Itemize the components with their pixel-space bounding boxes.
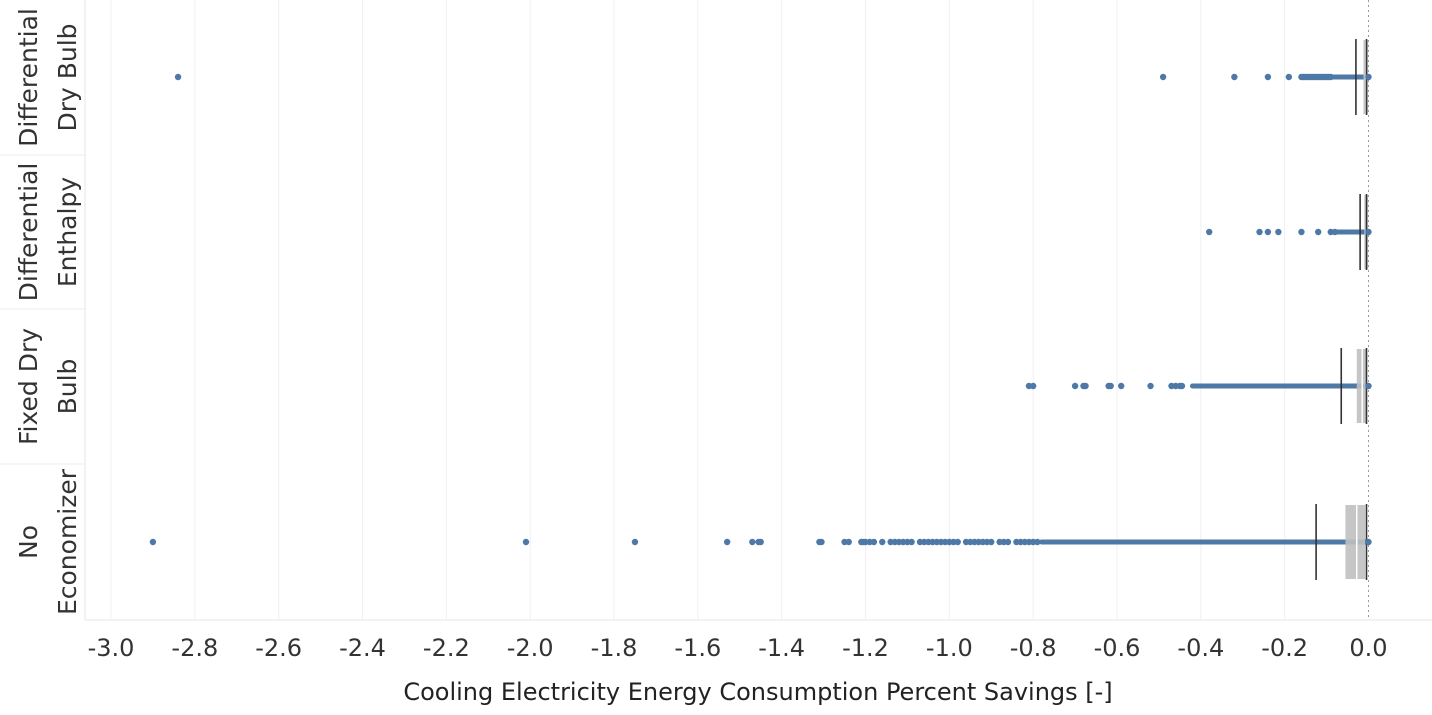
data-point bbox=[1327, 73, 1334, 81]
category-labels: Differential Dry Bulb Differential Enthalpy… bbox=[14, 8, 82, 615]
data-point bbox=[818, 538, 825, 546]
data-point bbox=[749, 538, 756, 546]
data-point bbox=[757, 538, 764, 546]
data-point bbox=[1298, 228, 1305, 236]
iqr-box bbox=[1345, 505, 1366, 579]
data-point bbox=[522, 538, 530, 546]
data-point bbox=[1365, 382, 1372, 390]
x-tick-label: 0.0 bbox=[1349, 634, 1387, 662]
data-point bbox=[1178, 382, 1186, 390]
category-row bbox=[0, 308, 1372, 424]
x-tick-label: -2.0 bbox=[507, 634, 554, 662]
data-point bbox=[954, 538, 961, 546]
x-tick-label: -1.2 bbox=[842, 634, 889, 662]
data-point bbox=[879, 538, 886, 546]
data-point bbox=[845, 538, 852, 546]
data-point bbox=[1147, 382, 1154, 390]
data-point bbox=[1365, 73, 1372, 81]
category-label-line: Fixed Dry bbox=[14, 328, 43, 445]
data-point bbox=[1029, 382, 1037, 390]
category-rows bbox=[0, 39, 1372, 580]
category-label-line: No bbox=[14, 525, 43, 559]
data-point bbox=[1159, 73, 1167, 81]
data-point bbox=[1256, 228, 1263, 236]
category-label-line: Enthalpy bbox=[53, 177, 82, 287]
data-point bbox=[1082, 382, 1089, 390]
category-row bbox=[0, 154, 1372, 270]
grid-lines bbox=[84, 0, 1432, 621]
category-label: Differential Dry Bulb bbox=[14, 8, 82, 147]
data-point bbox=[1285, 73, 1293, 81]
x-tick-label: -1.6 bbox=[674, 634, 721, 662]
data-point bbox=[723, 538, 731, 546]
x-tick-label: -0.4 bbox=[1177, 634, 1224, 662]
x-tick-label: -0.2 bbox=[1261, 634, 1308, 662]
category-label-line: Economizer bbox=[53, 468, 82, 615]
data-point bbox=[1264, 73, 1272, 81]
x-tick-label: -2.4 bbox=[339, 634, 386, 662]
data-point bbox=[1071, 382, 1079, 390]
x-tick-label: -1.4 bbox=[758, 634, 805, 662]
data-point bbox=[1331, 228, 1339, 236]
x-tick-label: -1.0 bbox=[926, 634, 973, 662]
category-label: No Economizer bbox=[14, 468, 82, 615]
data-point bbox=[149, 538, 157, 546]
category-row bbox=[174, 39, 1372, 115]
category-label-line: Bulb bbox=[53, 359, 82, 415]
x-tick-label: -0.6 bbox=[1094, 634, 1141, 662]
data-point bbox=[1206, 228, 1213, 236]
x-tick-label: -3.0 bbox=[88, 634, 135, 662]
data-point bbox=[174, 73, 182, 81]
data-point bbox=[1275, 228, 1282, 236]
data-point bbox=[1231, 73, 1238, 81]
category-label-line: Dry Bulb bbox=[53, 23, 82, 131]
x-tick-label: -2.2 bbox=[423, 634, 470, 662]
x-tick-label: -2.6 bbox=[255, 634, 302, 662]
data-point bbox=[1034, 538, 1041, 546]
data-point bbox=[870, 538, 878, 546]
x-tick-label: -2.8 bbox=[171, 634, 218, 662]
data-point bbox=[1004, 538, 1012, 546]
data-point bbox=[1107, 382, 1114, 390]
category-label: Differential Enthalpy bbox=[14, 163, 82, 302]
x-axis-ticks: -3.0 -2.8 -2.6 -2.4 -2.2 -2.0 -1.8 -1.6 -1.4 -1.2… bbox=[88, 634, 1388, 662]
data-point bbox=[1365, 538, 1372, 546]
data-point bbox=[631, 538, 639, 546]
data-point bbox=[988, 538, 995, 546]
data-point bbox=[1315, 228, 1322, 236]
data-point bbox=[908, 538, 915, 546]
category-label-line: Differential bbox=[14, 163, 43, 302]
x-tick-label: -1.8 bbox=[591, 634, 638, 662]
data-point bbox=[1117, 382, 1125, 390]
category-label-line: Differential bbox=[14, 8, 43, 147]
data-point bbox=[1264, 228, 1272, 236]
x-tick-label: -0.8 bbox=[1010, 634, 1057, 662]
x-axis-title: Cooling Electricity Energy Consumption P… bbox=[403, 678, 1112, 706]
category-row bbox=[0, 463, 1372, 580]
category-label: Fixed Dry Bulb bbox=[14, 328, 82, 445]
data-point bbox=[1365, 228, 1372, 236]
